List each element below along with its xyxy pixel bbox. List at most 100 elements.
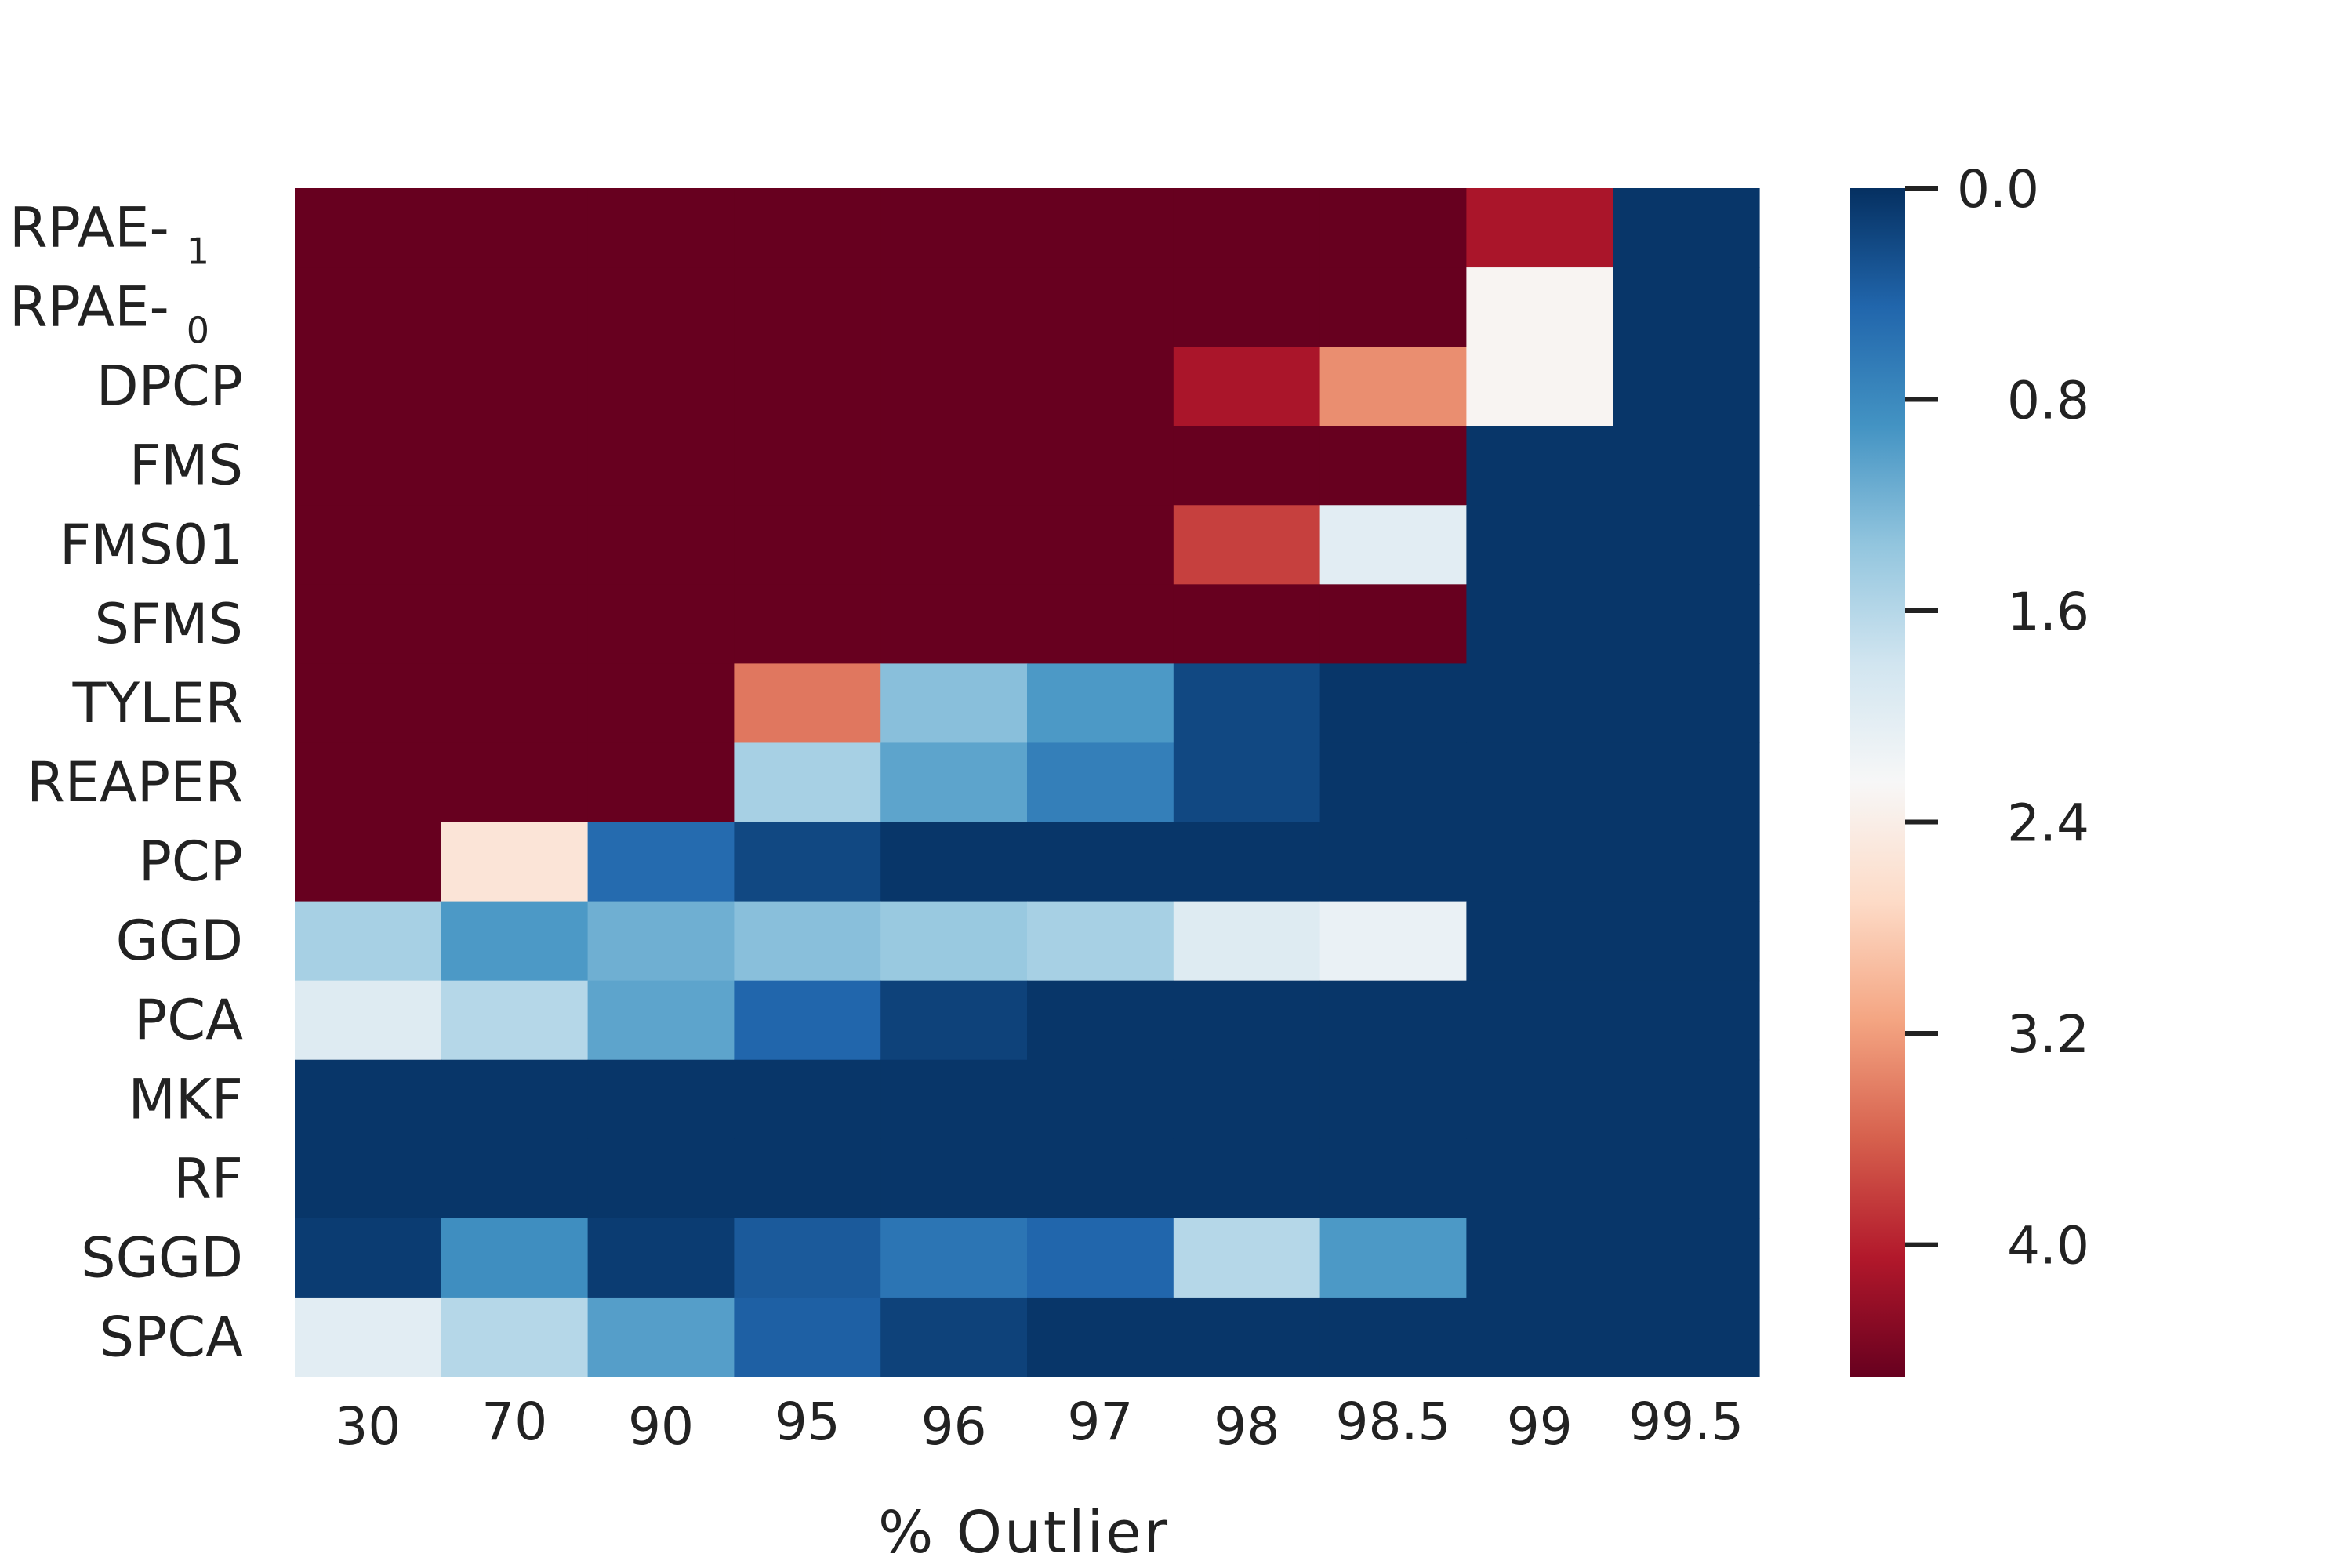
heatmap-cell [1027,822,1174,902]
heatmap-cell [295,742,442,823]
row-label: TYLER [72,671,243,735]
heatmap-cell [1027,188,1174,268]
colorbar-tick-label: 2.4 [2007,793,2089,854]
heatmap-cell [1613,742,1760,823]
row-label: RPAE- 1 [9,196,209,273]
heatmap-cell [1173,663,1321,744]
heatmap-cell [1466,426,1613,506]
heatmap-cell [880,822,1028,902]
heatmap-cell [1613,188,1760,268]
heatmap-cell [441,584,589,664]
heatmap-cell [587,1059,735,1140]
heatmap-cell [1027,347,1174,426]
heatmap-cell [295,347,442,426]
heatmap-cell [1466,742,1613,823]
heatmap-cell [1613,584,1760,664]
heatmap-cell [1027,742,1174,823]
heatmap-cell [1466,267,1613,347]
heatmap-cell [587,188,735,268]
heatmap-cell [441,267,589,347]
heatmap-cell [441,188,589,268]
heatmap-cell [441,505,589,585]
column-label: 95 [775,1392,840,1452]
row-label: REAPER [27,750,243,815]
colorbar-tick-label: 3.2 [2007,1004,2089,1065]
heatmap-cell [734,1138,881,1219]
heatmap-cell [734,347,881,426]
row-label: DPCP [96,354,243,419]
heatmap-cell [734,584,881,664]
heatmap-cell [1173,426,1321,506]
heatmap-cell [734,267,881,347]
heatmap-cell [880,347,1028,426]
heatmap-cell [1319,267,1467,347]
heatmap-cell [734,663,881,744]
heatmap-cell [587,742,735,823]
heatmap-cell [1027,1059,1174,1140]
column-label: 99.5 [1628,1392,1744,1452]
heatmap-cell [1173,584,1321,664]
row-label: SFMS [94,592,243,656]
column-label: 99 [1507,1396,1573,1457]
heatmap-cell [295,1297,442,1377]
heatmap-cell [1173,267,1321,347]
heatmap-cell [734,980,881,1061]
heatmap-cell [1613,1218,1760,1298]
heatmap-cell [1466,584,1613,664]
heatmap-cell [880,742,1028,823]
heatmap-cell [880,584,1028,664]
heatmap-cell [295,426,442,506]
heatmap-cell [1319,663,1467,744]
heatmap-cell [1173,980,1321,1061]
heatmap-cell [1173,1138,1321,1219]
heatmap-cell [587,663,735,744]
heatmap-cell [880,1059,1028,1140]
colorbar-gradient [1850,188,1905,1377]
heatmap-cell [1027,1138,1174,1219]
heatmap-cell [441,347,589,426]
heatmap-cell [734,901,881,982]
heatmap-cell [1613,822,1760,902]
heatmap-cell [441,426,589,506]
heatmap-cell [1173,742,1321,823]
column-label: 30 [335,1396,401,1457]
heatmap-cell [734,188,881,268]
heatmap-cell [1319,901,1467,982]
row-label: RF [173,1146,243,1210]
heatmap-cell [1319,1297,1467,1377]
heatmap-cell [1319,188,1467,268]
heatmap-cell [880,267,1028,347]
heatmap-cell [1027,1218,1174,1298]
colorbar-tick-label: 0.8 [2007,371,2089,431]
heatmap-cell [1319,822,1467,902]
heatmap-cell [1027,426,1174,506]
row-label: FMS01 [60,513,243,577]
heatmap-cell [1173,505,1321,585]
heatmap-cell [1613,267,1760,347]
heatmap-cell [1319,347,1467,426]
colorbar-tick-label: 4.0 [2007,1216,2089,1276]
colorbar-tick-label: 0.0 [1957,159,2039,220]
heatmap-cell [1466,663,1613,744]
heatmap-cell [295,822,442,902]
heatmap-cell [441,742,589,823]
heatmap-cell [1027,1297,1174,1377]
heatmap-cell [295,1218,442,1298]
heatmap-cell [880,1218,1028,1298]
heatmap-cell [880,901,1028,982]
heatmap-cell [1027,980,1174,1061]
heatmap-cell [1173,901,1321,982]
heatmap-cell [587,584,735,664]
heatmap-cell [441,1138,589,1219]
heatmap-cell [1027,267,1174,347]
heatmap-cell [1613,901,1760,982]
heatmap-cell [587,267,735,347]
heatmap-cell [734,742,881,823]
row-label: MKF [128,1067,243,1131]
heatmap-cell [295,980,442,1061]
heatmap-cell [587,1218,735,1298]
row-label: FMS [129,434,243,498]
heatmap-cell [880,663,1028,744]
column-label: 98 [1214,1396,1279,1457]
